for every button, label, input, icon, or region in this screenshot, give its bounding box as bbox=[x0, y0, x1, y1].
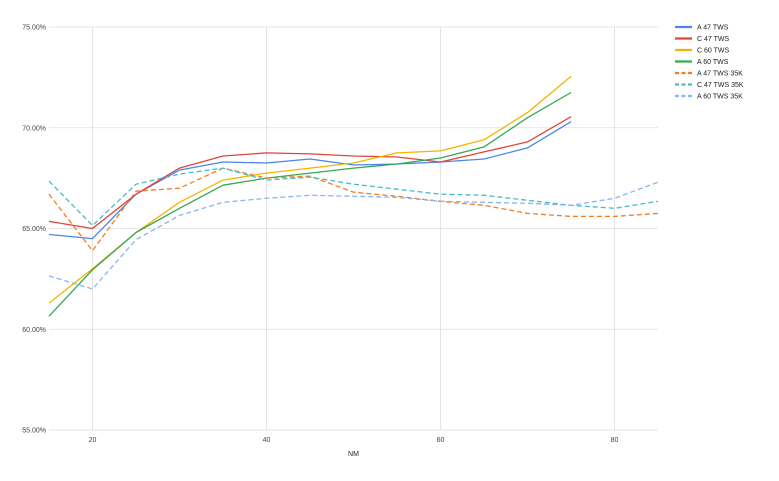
series-line-7 bbox=[48, 181, 659, 290]
series-line-5 bbox=[48, 167, 659, 252]
series-line-3 bbox=[48, 75, 572, 304]
legend-label: A 60 TWS 35K bbox=[697, 94, 743, 101]
x-tick-label: 40 bbox=[263, 437, 271, 444]
series-lines bbox=[48, 75, 659, 317]
x-axis-title: NM bbox=[348, 451, 359, 458]
legend-label: C 60 TWS bbox=[697, 48, 729, 55]
series-line-2 bbox=[48, 116, 572, 230]
y-tick-label: 65.00% bbox=[22, 226, 46, 233]
axis-ticks: 55.00% 60.00% 65.00% 70.00% 75.00% 20 40 60 80 bbox=[22, 25, 618, 445]
legend-label: A 60 TWS bbox=[697, 59, 729, 66]
legend-label: C 47 TWS bbox=[697, 36, 729, 43]
legend-label: A 47 TWS 35K bbox=[697, 71, 743, 78]
y-tick-label: 60.00% bbox=[22, 327, 46, 334]
legend-label: A 47 TWS bbox=[697, 25, 729, 32]
legend: A 47 TWS C 47 TWS C 60 TWS A 60 TWS A 47 TWS… bbox=[675, 25, 744, 101]
series-line-4 bbox=[48, 91, 572, 317]
y-tick-label: 70.00% bbox=[22, 125, 46, 132]
x-tick-label: 60 bbox=[437, 437, 445, 444]
series-line-6 bbox=[48, 167, 659, 227]
grid-lines bbox=[49, 26, 658, 431]
x-tick-label: 80 bbox=[611, 437, 619, 444]
y-tick-label: 55.00% bbox=[22, 428, 46, 435]
series-line-1 bbox=[48, 121, 572, 240]
x-tick-label: 20 bbox=[89, 437, 97, 444]
y-tick-label: 75.00% bbox=[22, 25, 46, 32]
legend-label: C 47 TWS 35K bbox=[697, 82, 744, 89]
